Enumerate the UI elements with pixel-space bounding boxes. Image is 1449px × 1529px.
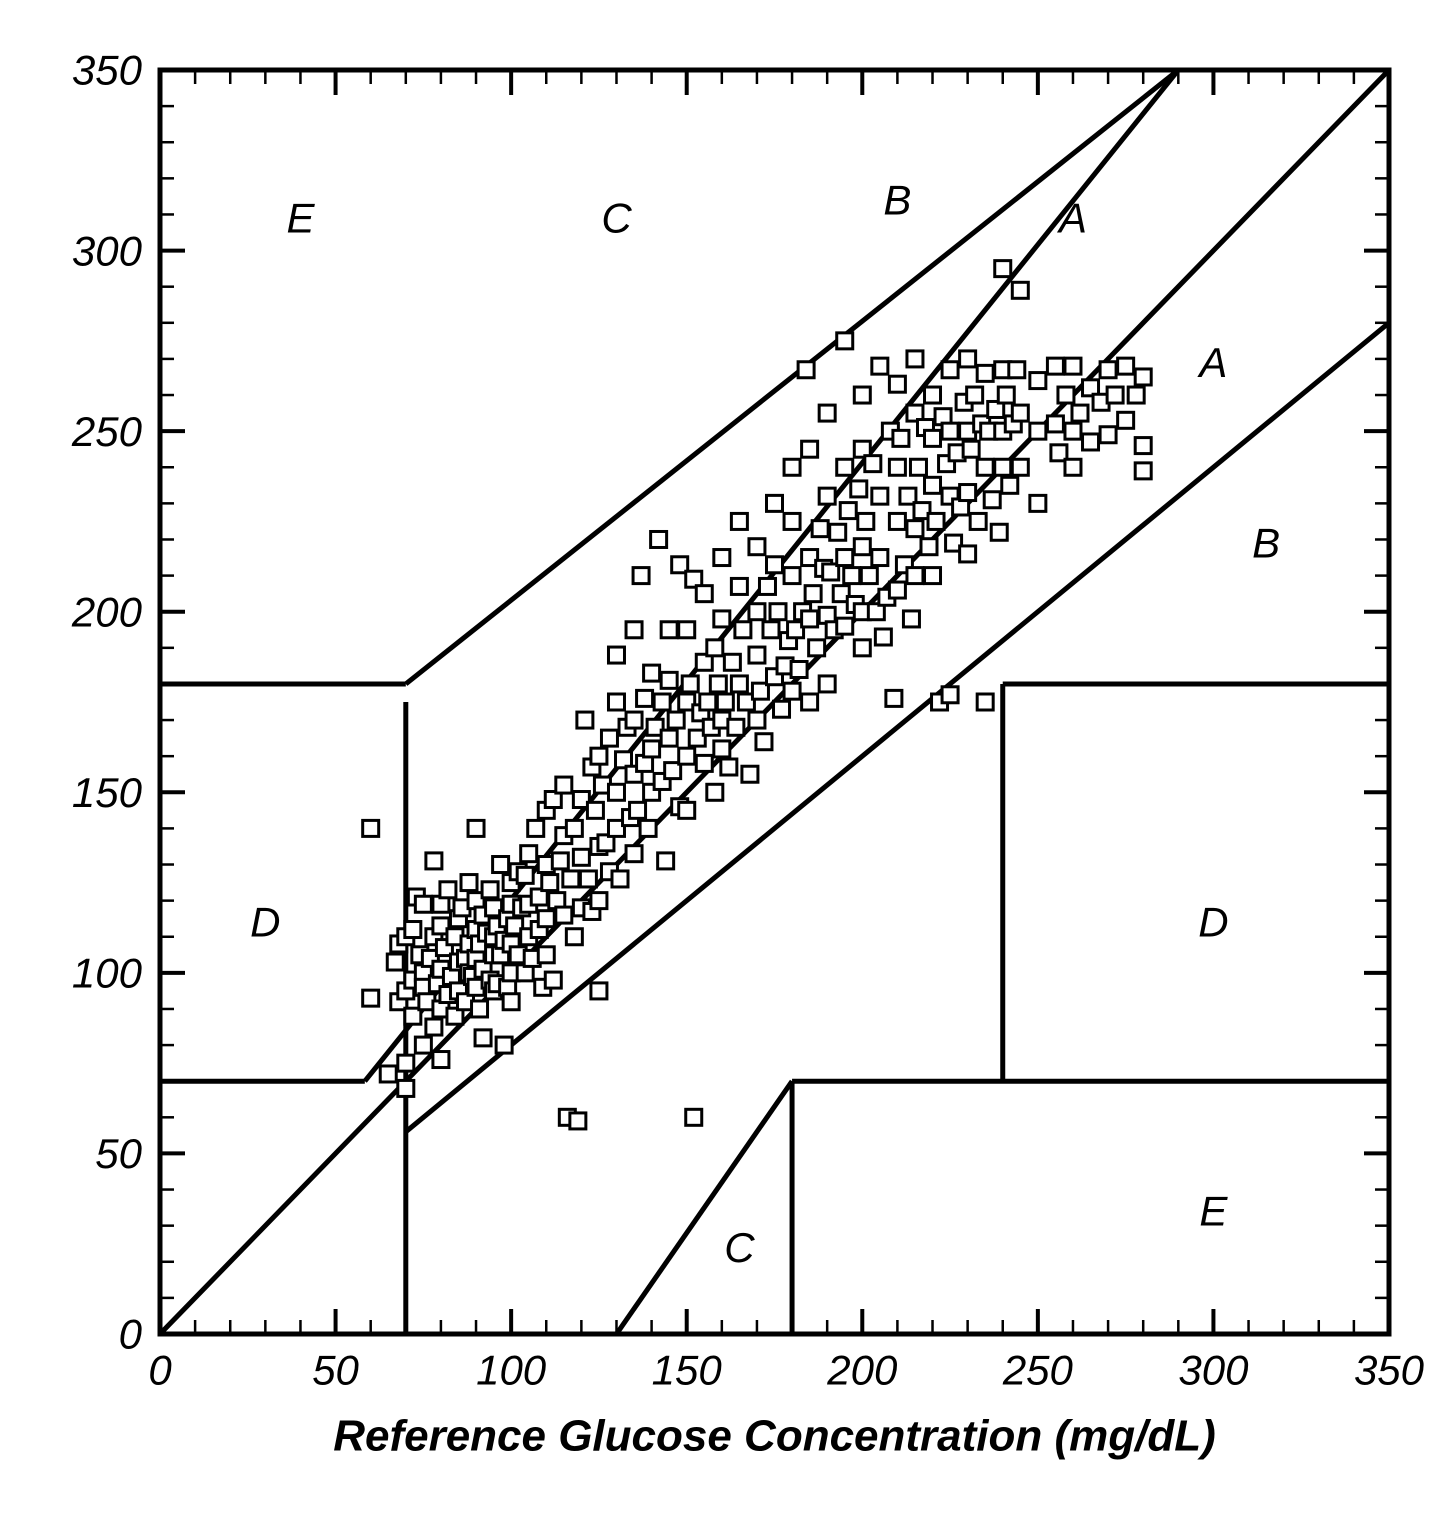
x-tick-label: 200 xyxy=(826,1346,898,1393)
x-tick-label: 250 xyxy=(1002,1346,1074,1393)
x-tick-label: 350 xyxy=(1354,1346,1425,1393)
zone-label: B xyxy=(883,176,911,223)
x-tick-label: 150 xyxy=(652,1346,723,1393)
y-tick-label: 200 xyxy=(71,588,143,635)
zone-label: E xyxy=(286,195,315,242)
x-tick-label: 50 xyxy=(312,1346,359,1393)
y-tick-label: 100 xyxy=(72,950,143,997)
zone-label: D xyxy=(250,899,280,946)
zone-label: B xyxy=(1252,520,1280,567)
zone-label: A xyxy=(1056,195,1087,242)
x-tick-label: 0 xyxy=(148,1346,172,1393)
x-tick-label: 100 xyxy=(476,1346,547,1393)
clarke-error-grid-chart: 0 50 100 150 200 250 300 350 0 50 100 150 200 250 300 3… xyxy=(0,0,1449,1529)
zone-label: C xyxy=(724,1224,755,1271)
x-axis-label: Reference Glucose Concentration (mg/dL) xyxy=(333,1411,1216,1460)
y-tick-label: 50 xyxy=(95,1130,142,1177)
y-tick-label: 0 xyxy=(119,1311,143,1358)
zone-label: C xyxy=(601,195,632,242)
x-tick-label: 300 xyxy=(1178,1346,1249,1393)
y-tick-label: 150 xyxy=(72,769,143,816)
y-tick-label: 350 xyxy=(72,47,143,94)
zone-label: E xyxy=(1199,1188,1228,1235)
zone-label: D xyxy=(1198,899,1228,946)
y-tick-label: 250 xyxy=(71,408,143,455)
y-tick-label: 300 xyxy=(72,227,143,274)
scatter-points xyxy=(363,261,1152,1129)
zone-label: A xyxy=(1196,339,1227,386)
chart-svg: 0 50 100 150 200 250 300 350 0 50 100 150 200 250 300 3… xyxy=(0,0,1449,1524)
